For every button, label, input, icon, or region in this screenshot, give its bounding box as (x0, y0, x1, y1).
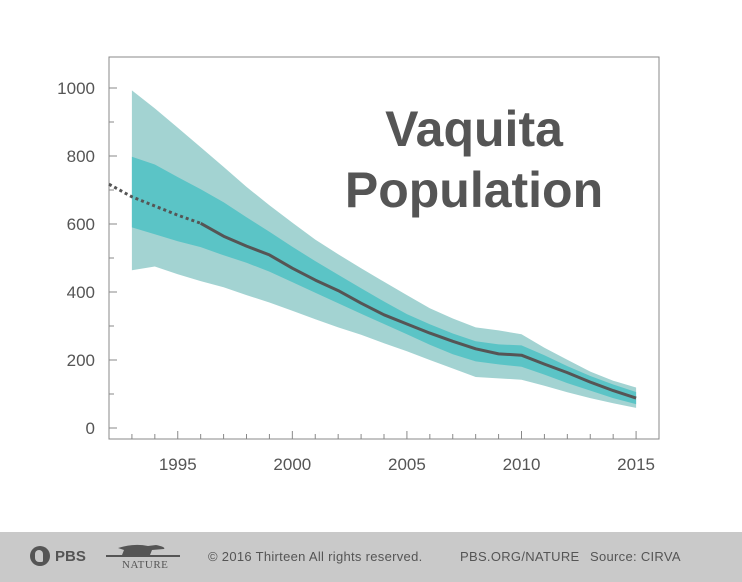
footer-bar: PBS NATURE © 2016 Thirteen All rights re… (0, 532, 742, 582)
pbs-head-icon (30, 546, 50, 566)
vaquita-chart: 0 200 400 600 800 1000 1995 2000 2005 2010 2015 V… (57, 56, 660, 474)
x-tick-label: 2005 (388, 455, 426, 474)
pbs-logo[interactable]: PBS (30, 546, 94, 568)
dotted-population-line (108, 182, 202, 225)
estimate-lines (108, 182, 637, 400)
nature-logo[interactable]: NATURE (104, 542, 182, 576)
pbs-logo-label: PBS (55, 548, 86, 565)
x-axis: 1995 2000 2005 2010 2015 (131, 431, 655, 474)
population-estimate-line (199, 221, 637, 400)
chart-title-line-1: Vaquita (385, 101, 564, 157)
x-tick-label: 2000 (273, 455, 311, 474)
y-tick-label: 200 (67, 351, 95, 370)
y-tick-label: 1000 (57, 79, 95, 98)
y-tick-label: 400 (67, 283, 95, 302)
nature-tree-icon (106, 544, 180, 557)
copyright-text: © 2016 Thirteen All rights reserved. (208, 549, 423, 564)
y-tick-label: 800 (67, 147, 95, 166)
chart-title-line-2: Population (345, 162, 603, 218)
x-tick-label: 1995 (159, 455, 197, 474)
source-text: Source: CIRVA (590, 549, 681, 564)
nature-logo-label: NATURE (122, 559, 169, 571)
y-tick-label: 0 (86, 419, 95, 438)
y-axis: 0 200 400 600 800 1000 (57, 79, 117, 438)
y-tick-label: 600 (67, 215, 95, 234)
x-tick-label: 2015 (617, 455, 655, 474)
x-tick-label: 2010 (503, 455, 541, 474)
website-link[interactable]: PBS.ORG/NATURE (460, 549, 580, 564)
